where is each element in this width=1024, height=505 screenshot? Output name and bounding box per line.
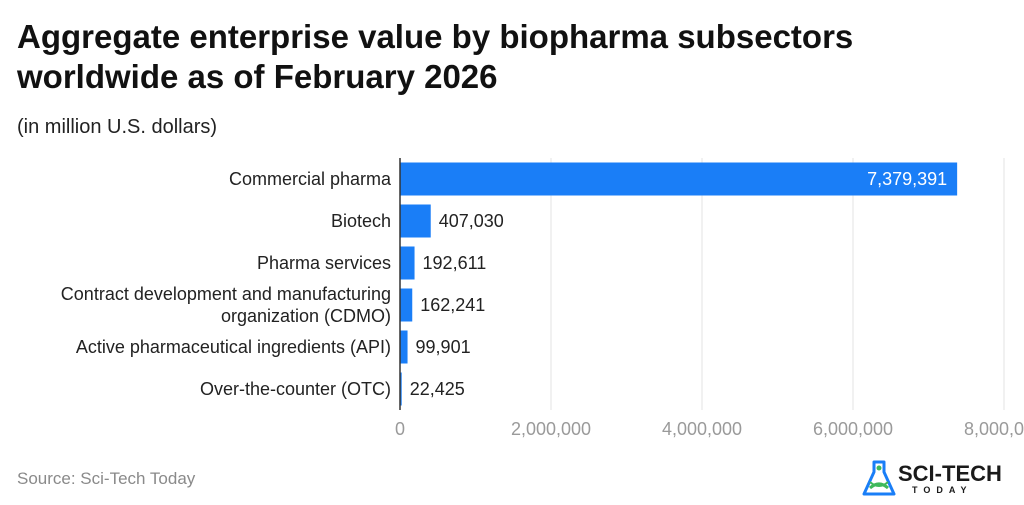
- chart-subtitle: (in million U.S. dollars): [17, 116, 218, 138]
- bar: [400, 330, 408, 364]
- data-label: 7,379,391: [867, 169, 947, 189]
- data-label: 192,611: [423, 253, 487, 273]
- category-label: Biotech: [331, 211, 391, 231]
- brand-name: SCI-TECH: [898, 461, 1002, 486]
- x-tick-label: 2,000,000: [511, 419, 591, 439]
- category-label: Active pharmaceutical ingredients (API): [76, 337, 391, 357]
- x-tick-label: 4,000,000: [662, 419, 742, 439]
- category-label: Commercial pharma: [229, 169, 392, 189]
- brand-logo: SCI-TECH TODAY: [862, 458, 1012, 500]
- x-tick-label: 6,000,000: [813, 419, 893, 439]
- data-label: 99,901: [416, 337, 471, 357]
- data-label: 22,425: [410, 379, 465, 399]
- brand-tagline: TODAY: [912, 485, 973, 495]
- x-tick-label: 0: [395, 419, 405, 439]
- category-label: Contract development and manufacturing or…: [61, 284, 391, 326]
- category-label: Over-the-counter (OTC): [200, 379, 391, 399]
- bar: [400, 162, 958, 196]
- dna-flask-icon: [862, 460, 896, 496]
- bar: [400, 204, 431, 238]
- bar: [400, 372, 402, 406]
- data-label: 407,030: [439, 211, 504, 231]
- source-note: Source: Sci-Tech Today: [17, 469, 196, 488]
- chart-title: Aggregate enterprise value by biopharma …: [17, 18, 854, 95]
- data-label: 162,241: [420, 295, 485, 315]
- x-tick-label: 8,000,000: [964, 419, 1024, 439]
- category-label: Pharma services: [257, 253, 391, 273]
- bar: [400, 288, 413, 322]
- bar: [400, 246, 415, 280]
